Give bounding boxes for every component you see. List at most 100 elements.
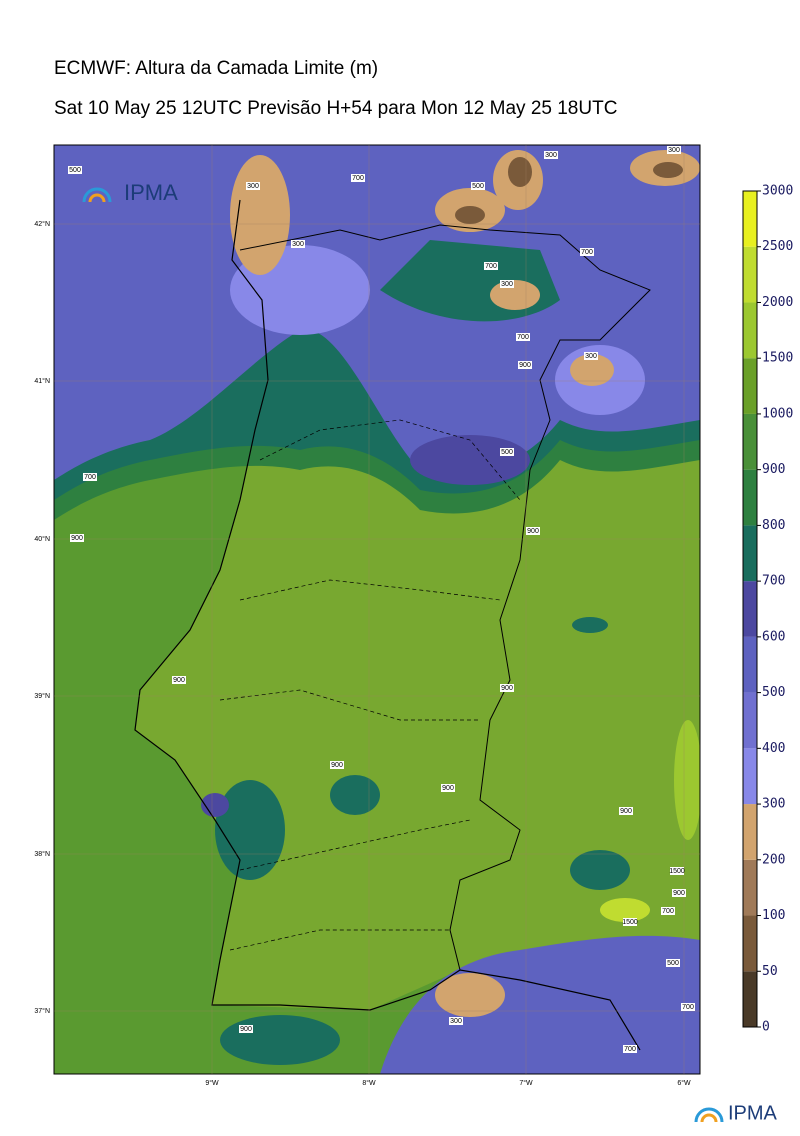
contour-label-bg [670,867,684,875]
contour-label-bg [246,182,260,190]
lon-label: 8°W [362,1079,376,1087]
contour-label: 300 [292,241,304,248]
contour-label: 300 [450,1018,462,1025]
contour-label: 900 [519,362,531,369]
colorbar-segment [743,469,757,526]
colorbar-tick-label: 0 [762,1020,770,1035]
contour-label-bg [526,527,540,535]
contour-label-bg [484,262,498,270]
contour-label: 900 [527,528,539,535]
contour-label-bg [449,1017,463,1025]
contour-label: 900 [501,685,513,692]
contour-label-bg [580,248,594,256]
colorbar-segment [743,302,757,359]
colorbar-segment [743,246,757,303]
logo-text: IPMA [124,180,178,205]
colorbar-tick-label: 800 [762,518,785,533]
contour-label: 700 [517,334,529,341]
contour-label-bg [83,473,97,481]
colorbar-tick-label: 50 [762,964,778,979]
contour-label-bg [518,361,532,369]
colorbar-tick-label: 200 [762,852,785,867]
contour-label: 1500 [622,919,638,926]
contour-label: 300 [668,147,680,154]
lon-label: 7°W [519,1079,533,1087]
contour-label: 900 [673,890,685,897]
colorbar-frame [742,190,758,1028]
contour-label: 300 [247,183,259,190]
map-field [54,145,700,1074]
overlay: 42°N41°N40°N39°N38°N37°N9°W 8°W 7°W 6°W5003… [34,145,793,1087]
lon-label: 9°W [205,1079,219,1087]
map-frame [53,144,701,1075]
contour-label-bg [351,174,365,182]
contour-label-bg [330,761,344,769]
colorbar-tick-label: 2500 [762,239,793,254]
contour-label-bg [500,684,514,692]
colorbar-tick-label: 400 [762,741,785,756]
contour-label: 700 [485,263,497,270]
logo-bottom: IPMA [694,1102,778,1124]
logo-top: IPMA [82,180,178,205]
colorbar-tick-label: 500 [762,685,785,700]
colorbar-segment [743,859,757,916]
contour-label-bg [500,448,514,456]
contour-label: 1500 [669,868,685,875]
contour-label: 700 [581,249,593,256]
colorbar-tick-label: 700 [762,574,785,589]
colorbar-segment [743,413,757,470]
contour-label-bg [239,1025,253,1033]
contour-label: 900 [442,785,454,792]
contour-label-bg [68,166,82,174]
colorbar-segment [743,804,757,860]
colorbar-tick-label: 3000 [762,184,793,199]
colorbar-tick-label: 1000 [762,406,793,421]
contour-label-bg [441,784,455,792]
contour-label: 500 [472,183,484,190]
colorbar-segment [743,525,757,582]
contour-label-bg [516,333,530,341]
lat-label: 41°N [34,377,50,385]
colorbar-segment [743,581,757,637]
contour-label: 300 [501,281,513,288]
contour-label-bg [681,1003,695,1011]
colorbar-tick-label: 1500 [762,351,793,366]
contour-label: 700 [682,1004,694,1011]
lat-label: 37°N [34,1007,50,1015]
contour-label-bg [667,146,681,154]
lat-label: 39°N [34,692,50,700]
contour-label-bg [544,151,558,159]
contour-label-bg [619,807,633,815]
colorbar-segment [743,748,757,805]
contour-label-bg [584,352,598,360]
contour-label: 300 [585,353,597,360]
colorbar-segment [743,191,757,247]
colorbar-tick-label: 900 [762,462,785,477]
contour-label-bg [623,1045,637,1053]
contour-label: 700 [624,1046,636,1053]
contour-label: 500 [501,449,513,456]
lat-label: 40°N [34,535,50,543]
contour-label-bg [623,918,637,926]
colorbar-segment [743,692,757,749]
colorbar-segment [743,915,757,972]
contour-label: 900 [331,762,343,769]
colorbar-segment [743,971,757,1027]
colorbar-segment [743,358,757,414]
subtitle: Sat 10 May 25 12UTC Previsão H+54 para M… [54,98,617,119]
lon-label: 6°W [677,1079,691,1087]
contour-label-bg [172,676,186,684]
lat-label: 42°N [34,220,50,228]
colorbar-tick-label: 300 [762,797,785,812]
contour-label: 700 [352,175,364,182]
contour-label: 500 [667,960,679,967]
lat-label: 38°N [34,850,50,858]
contour-label: 900 [240,1026,252,1033]
colorbar-tick-label: 2000 [762,295,793,310]
contour-label: 700 [84,474,96,481]
contour-label-bg [672,889,686,897]
contour-label-bg [70,534,84,542]
title: ECMWF: Altura da Camada Limite (m) [54,58,378,79]
colorbar-tick-label: 600 [762,629,785,644]
